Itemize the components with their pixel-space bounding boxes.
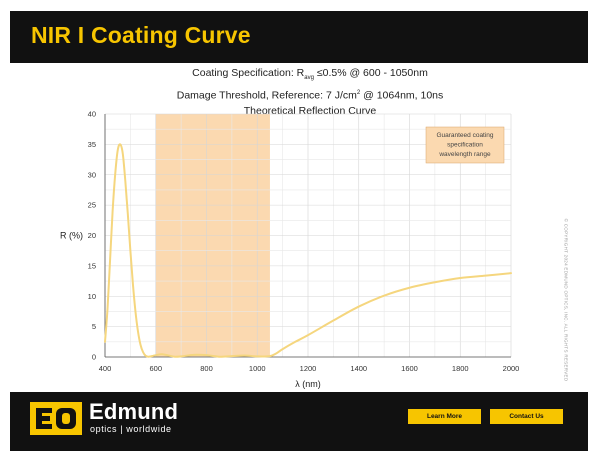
damage-threshold-suffix: @ 1064nm, 10ns	[360, 89, 444, 102]
coating-spec-prefix: Coating Specification: R	[192, 67, 305, 79]
footer: Edmund optics | worldwide Learn More Con…	[10, 392, 588, 451]
damage-threshold-prefix: Damage Threshold, Reference: 7 J/cm	[176, 89, 357, 102]
brand-tagline: optics | worldwide	[90, 424, 172, 434]
page-frame	[10, 11, 588, 451]
annotation-text-line: Guaranteed coating	[436, 132, 493, 139]
series-layer	[104, 143, 512, 358]
eo-logo-icon	[30, 402, 82, 435]
x-tick-label: 1000	[249, 364, 266, 373]
chart-title: Theoretical Reflection Curve	[243, 104, 377, 117]
x-tick-label: 600	[149, 364, 162, 373]
y-tick-label: 10	[88, 292, 96, 301]
x-tick-label: 800	[200, 364, 213, 373]
series-line-reflection	[104, 143, 512, 358]
annotation-text-line: wavelength range	[438, 151, 491, 158]
x-axis-title: λ (nm)	[295, 379, 321, 389]
learn-more-button[interactable]: Learn More	[408, 409, 481, 424]
page-title: NIR I Coating Curve	[31, 22, 251, 48]
y-tick-label: 40	[88, 110, 96, 119]
annotation-text-line: specification	[447, 142, 483, 149]
x-tick-label: 1600	[401, 364, 418, 373]
brand-name: Edmund	[89, 399, 179, 424]
x-tick-label: 1400	[350, 364, 367, 373]
x-tick-label: 400	[99, 364, 112, 373]
annotation-layer: Guaranteed coating specification wavelengt…	[425, 126, 505, 164]
y-tick-label: 5	[92, 322, 96, 331]
y-tick-label: 25	[88, 201, 96, 210]
y-tick-label: 0	[92, 353, 96, 362]
contact-us-button[interactable]: Contact Us	[490, 409, 563, 424]
coating-spec: Coating Specification: Ravg ≤0.5% @ 600 …	[100, 66, 520, 86]
x-tick-label: 1200	[300, 364, 317, 373]
label-layer: 400 600 800 1000 1200 1400 1600 1800 2000 0 5 10 15 2…	[60, 110, 519, 390]
y-tick-label: 30	[88, 170, 96, 179]
title-bar: NIR I Coating Curve	[10, 11, 588, 63]
y-tick-label: 35	[88, 140, 96, 149]
coating-spec-sub: avg	[304, 75, 314, 82]
x-tick-label: 1800	[452, 364, 469, 373]
coating-spec-suffix: ≤0.5% @ 600 - 1050nm	[313, 67, 428, 79]
y-tick-label: 15	[88, 261, 96, 270]
y-axis-title: R (%)	[60, 231, 83, 241]
x-tick-label: 2000	[503, 364, 520, 373]
y-tick-label: 20	[88, 231, 96, 240]
damage-threshold-sup: 2	[356, 90, 361, 97]
annotation-box	[425, 126, 505, 164]
copyright-notice: © COPYRIGHT 2024 EDMUND OPTICS, INC. ALL…	[563, 218, 569, 382]
spec-lines: Coating Specification: Ravg ≤0.5% @ 600 …	[100, 66, 520, 119]
damage-threshold: Damage Threshold, Reference: 7 J/cm2 @ 1…	[100, 86, 520, 104]
